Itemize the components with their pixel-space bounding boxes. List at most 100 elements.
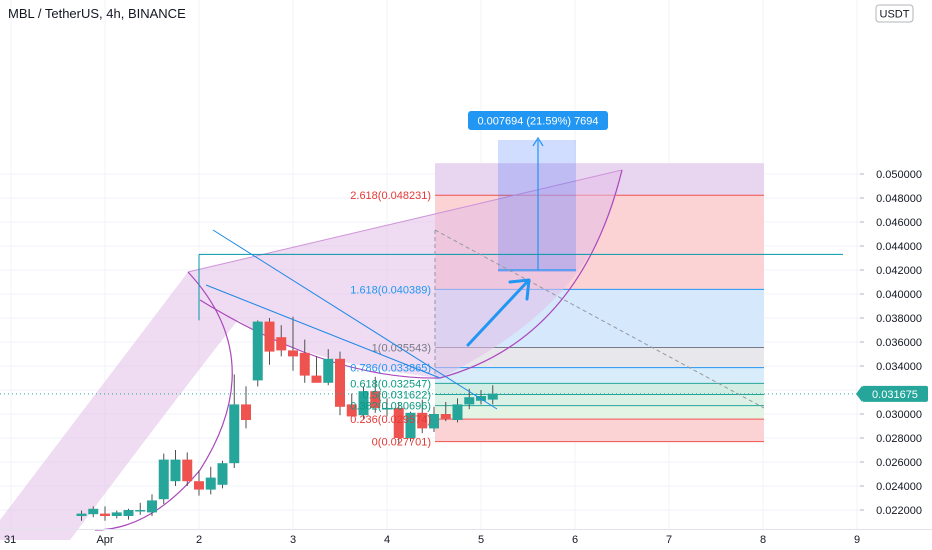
candle-body (170, 459, 181, 482)
fib-zone (435, 405, 764, 420)
pattern-fill (0, 170, 622, 540)
candle-body (405, 412, 416, 438)
x-tick-label: 7 (666, 534, 672, 546)
fib-zone (435, 419, 764, 442)
candle-body (311, 375, 322, 383)
candle-body (393, 408, 404, 438)
candle-body (111, 512, 122, 516)
measure-tool (498, 136, 576, 272)
candle-body (182, 459, 193, 482)
candle-body (135, 510, 146, 512)
candle-body (417, 412, 428, 429)
candle-body (429, 414, 439, 429)
fib-level-label: 0.786(0.033865) (350, 363, 431, 375)
measure-box (498, 140, 576, 272)
y-tick-label: 0.036000 (876, 337, 922, 349)
trend-arrow-shaft (466, 280, 529, 347)
candle-body (76, 513, 87, 516)
measure-label-background (468, 111, 608, 130)
candle-body (241, 404, 251, 420)
candle-body (229, 404, 240, 464)
candle-body (299, 352, 310, 376)
candle-body (123, 510, 134, 516)
fib-level-label: 0.236(0.029574) (350, 414, 431, 426)
fib-zone (435, 394, 764, 406)
candle-body (323, 358, 334, 383)
candle-body (370, 391, 381, 408)
x-tick-label: 8 (760, 534, 766, 546)
x-tick-label: 5 (478, 534, 484, 546)
candle-body (346, 404, 357, 417)
currency-label: USDT (880, 9, 910, 21)
candle-body (358, 391, 369, 416)
candle-body (158, 459, 169, 500)
price-tag-text: 0.031675 (872, 389, 918, 401)
fib-level-label: 2.618(0.048231) (350, 190, 431, 202)
channel-lower-line (205, 284, 441, 379)
x-tick-label: 9 (854, 534, 860, 546)
y-tick-label: 0.026000 (876, 457, 922, 469)
candle-body (194, 481, 204, 490)
currency-box (875, 4, 914, 23)
y-tick-label: 0.046000 (876, 217, 922, 229)
candle-body (264, 321, 275, 352)
price-tag-pointer (856, 385, 862, 402)
price-tag-background (862, 385, 928, 402)
measure-arrowhead (532, 136, 544, 147)
fib-level-label: 1.618(0.040389) (350, 284, 431, 296)
candle-body (440, 414, 451, 419)
y-tick-label: 0.038000 (876, 313, 922, 325)
y-tick-label: 0.042000 (876, 265, 922, 277)
y-tick-label: 0.024000 (876, 481, 922, 493)
measure-label: 0.007694 (21.59%) 7694 (468, 111, 608, 130)
y-tick-label: 0.022000 (876, 505, 922, 517)
candle-body (487, 393, 498, 400)
fib-zone (435, 367, 764, 384)
candle-body (88, 508, 99, 515)
channel-upper-line (212, 229, 498, 410)
candle-body (217, 463, 228, 485)
candle-body (276, 337, 287, 351)
candle-body (205, 477, 216, 490)
candle-body (452, 404, 463, 420)
x-tick-label: 31 (4, 534, 16, 546)
x-tick-label: Apr (96, 534, 113, 546)
fib-zone (435, 383, 764, 395)
x-axis: 31 Apr 2 3 4 5 6 7 8 9 (4, 534, 860, 546)
measure-label-text: 0.007694 (21.59%) 7694 (477, 116, 598, 128)
candle-body (335, 358, 345, 407)
y-axis-background (860, 0, 932, 530)
y-tick-label: 0.048000 (876, 193, 922, 205)
candle-body (100, 513, 110, 516)
candle-body (464, 397, 475, 405)
fib-level-label: 0.618(0.032547) (350, 378, 431, 390)
x-tick-label: 2 (196, 534, 202, 546)
fib-level-label: 0(0.027701) (372, 437, 431, 449)
y-tick-label: 0.030000 (876, 409, 922, 421)
x-tick-label: 3 (290, 534, 296, 546)
candle-body (252, 321, 263, 381)
overlays (0, 229, 860, 410)
fib-labels: 0(0.027701) 0.236(0.029574)0.382(0.030696… (350, 190, 431, 448)
candles (76, 316, 498, 521)
y-tick-label: 0.028000 (876, 433, 922, 445)
chart-title: MBL / TetherUS, 4h, BINANCE (8, 6, 186, 21)
fib-zone (435, 347, 764, 368)
candle-body (382, 408, 392, 410)
y-tick-label: 0.050000 (876, 169, 922, 181)
y-tick-label: 0.034000 (876, 361, 922, 373)
y-tick-label: 0.040000 (876, 289, 922, 301)
y-tick-label: 0.044000 (876, 241, 922, 253)
candle-body (288, 350, 298, 357)
trend-arrow-head (508, 278, 531, 301)
last-price-tag: 0.031675 (856, 385, 928, 402)
fib-level-label: 0.5(0.031622) (363, 390, 432, 402)
pattern-upper-edge (187, 169, 623, 273)
x-tick-label: 6 (572, 534, 578, 546)
candle-body (147, 500, 157, 513)
currency-selector[interactable]: USDT (875, 4, 914, 23)
pattern-left-arc (94, 271, 233, 531)
projection-diagonal-dashed (434, 229, 765, 409)
x-tick-label: 4 (384, 534, 390, 546)
